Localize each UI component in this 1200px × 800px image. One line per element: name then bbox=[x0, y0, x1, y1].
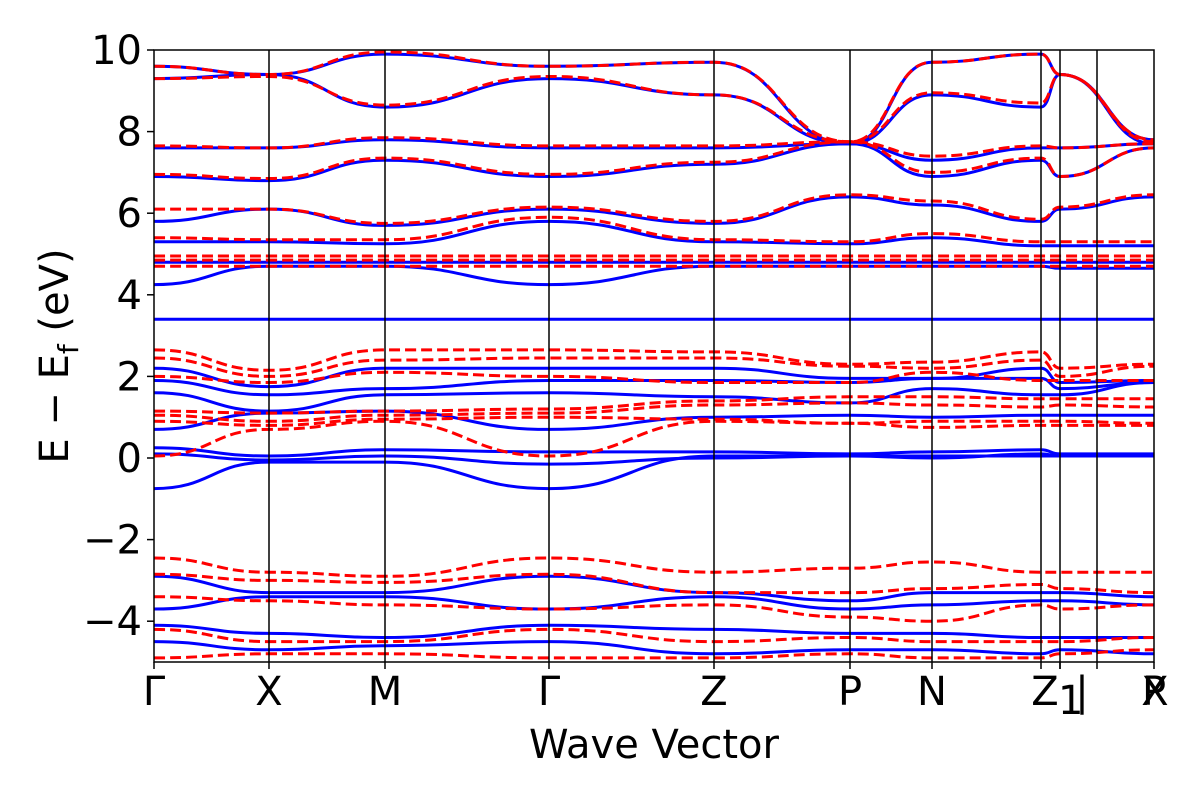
blue-solid-band-11 bbox=[154, 195, 1154, 227]
y-tick-label: 2 bbox=[117, 354, 142, 400]
y-axis-title-unit: (eV) bbox=[32, 248, 78, 344]
y-tick-label: 4 bbox=[117, 273, 142, 319]
red-dashed-band-0 bbox=[154, 419, 1154, 458]
y-axis-title-main: E − E bbox=[32, 354, 78, 464]
blue-solid-band-17 bbox=[154, 595, 1154, 611]
x-tick-label: P bbox=[1142, 669, 1166, 715]
x-tick-label: N bbox=[917, 669, 947, 715]
red-dashed-band-15 bbox=[154, 50, 1154, 144]
x-axis-title: Wave Vector bbox=[529, 722, 780, 768]
y-axis-title-subscript: f bbox=[52, 343, 85, 354]
blue-solid-band-5 bbox=[154, 376, 1154, 397]
y-tick-label: −2 bbox=[83, 518, 142, 564]
y-tick-label: −4 bbox=[83, 599, 142, 645]
red-dashed-band-14 bbox=[154, 72, 1154, 144]
blue-solid-band-10 bbox=[154, 219, 1154, 248]
kpoint-separators bbox=[268, 50, 1098, 662]
y-tick-label: 8 bbox=[117, 110, 142, 156]
blue-solid-band-13 bbox=[154, 138, 1154, 162]
x-tick-label: X bbox=[1141, 669, 1168, 715]
red-dashed-band-6 bbox=[154, 348, 1154, 372]
red-dashed-band-11 bbox=[154, 193, 1154, 225]
blue-solid-band-12 bbox=[154, 142, 1154, 183]
red-dashed-band-5 bbox=[154, 356, 1154, 378]
y-tick-label: 6 bbox=[117, 191, 142, 237]
blue-solid-band-18 bbox=[154, 623, 1154, 640]
y-axis: −4 −2 0 2 4 6 8 10 bbox=[83, 28, 154, 645]
x-tick-label: P bbox=[838, 669, 862, 715]
red-dashed-band-12 bbox=[154, 140, 1154, 181]
red-dashed-band-13 bbox=[154, 136, 1154, 158]
x-tick-label: Z bbox=[1031, 669, 1058, 715]
x-tick-label: 1 bbox=[1058, 678, 1083, 724]
blue-solid-band-15 bbox=[154, 52, 1154, 146]
y-axis-title: E − Ef (eV) bbox=[32, 248, 85, 463]
y-tick-label: 10 bbox=[91, 28, 142, 74]
x-tick-label: X bbox=[255, 669, 282, 715]
x-tick-label: M bbox=[368, 669, 403, 715]
blue-solid-band-2 bbox=[154, 446, 1154, 458]
red-dashed-band-18 bbox=[154, 595, 1154, 623]
blue-solid-band-8 bbox=[154, 264, 1154, 287]
red-dashed-band-1 bbox=[154, 415, 1154, 427]
x-tick-label: Z bbox=[700, 669, 727, 715]
red-dashed-band-3 bbox=[154, 395, 1154, 415]
red-dashed-band-16 bbox=[154, 556, 1154, 578]
blue-solid-band-19 bbox=[154, 640, 1154, 656]
blue-solid-band-14 bbox=[154, 72, 1154, 146]
plot-frame bbox=[153, 49, 1155, 663]
x-axis: Γ X M Γ Z P N Z 1| XP bbox=[143, 662, 1169, 724]
bands-layer bbox=[154, 50, 1154, 660]
red-dashed-band-20 bbox=[154, 648, 1154, 660]
y-tick-label: 0 bbox=[117, 436, 142, 482]
x-tick-label: Γ bbox=[143, 669, 166, 715]
x-tick-label: Γ bbox=[538, 669, 561, 715]
x-tick-label: | bbox=[1075, 669, 1088, 715]
blue-solid-band-4 bbox=[154, 381, 1154, 413]
